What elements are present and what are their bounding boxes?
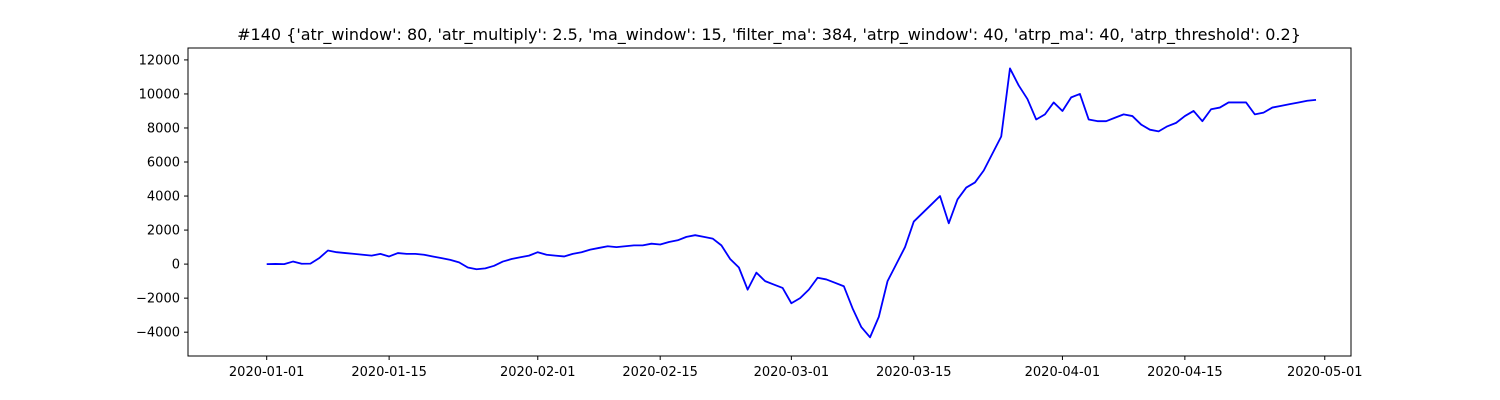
y-tick-label: 10000 — [139, 87, 180, 102]
axis-ticks: 2020-01-01 2020-01-15 2020-02-01 2020-02-15… — [136, 53, 1363, 380]
y-tick-label: 6000 — [147, 156, 180, 171]
y-tick-label: 8000 — [147, 121, 180, 136]
plot-frame — [187, 47, 1352, 357]
y-tick-label: 4000 — [147, 190, 180, 205]
y-tick-label: 2000 — [147, 224, 180, 239]
x-tick-label: 2020-04-01 — [1025, 365, 1101, 380]
x-tick-label: 2020-05-01 — [1287, 365, 1363, 380]
y-tick-label: −2000 — [136, 292, 180, 307]
series-line-0 — [266, 67, 1317, 339]
plot-area — [188, 48, 1351, 356]
x-tick-label: 2020-03-01 — [754, 365, 830, 380]
x-tick-label: 2020-02-15 — [622, 365, 698, 380]
x-tick-label: 2020-01-01 — [229, 365, 305, 380]
x-tick-label: 2020-04-15 — [1147, 365, 1223, 380]
y-tick-label: 0 — [172, 258, 180, 273]
chart-title: #140 {'atr_window': 80, 'atr_multiply': … — [237, 25, 1301, 45]
y-tick-label: −4000 — [136, 326, 180, 341]
x-tick-label: 2020-03-15 — [876, 365, 952, 380]
x-tick-label: 2020-01-15 — [351, 365, 427, 380]
x-tick-label: 2020-02-01 — [500, 365, 576, 380]
y-tick-label: 12000 — [139, 53, 180, 68]
series-layer — [266, 67, 1317, 339]
